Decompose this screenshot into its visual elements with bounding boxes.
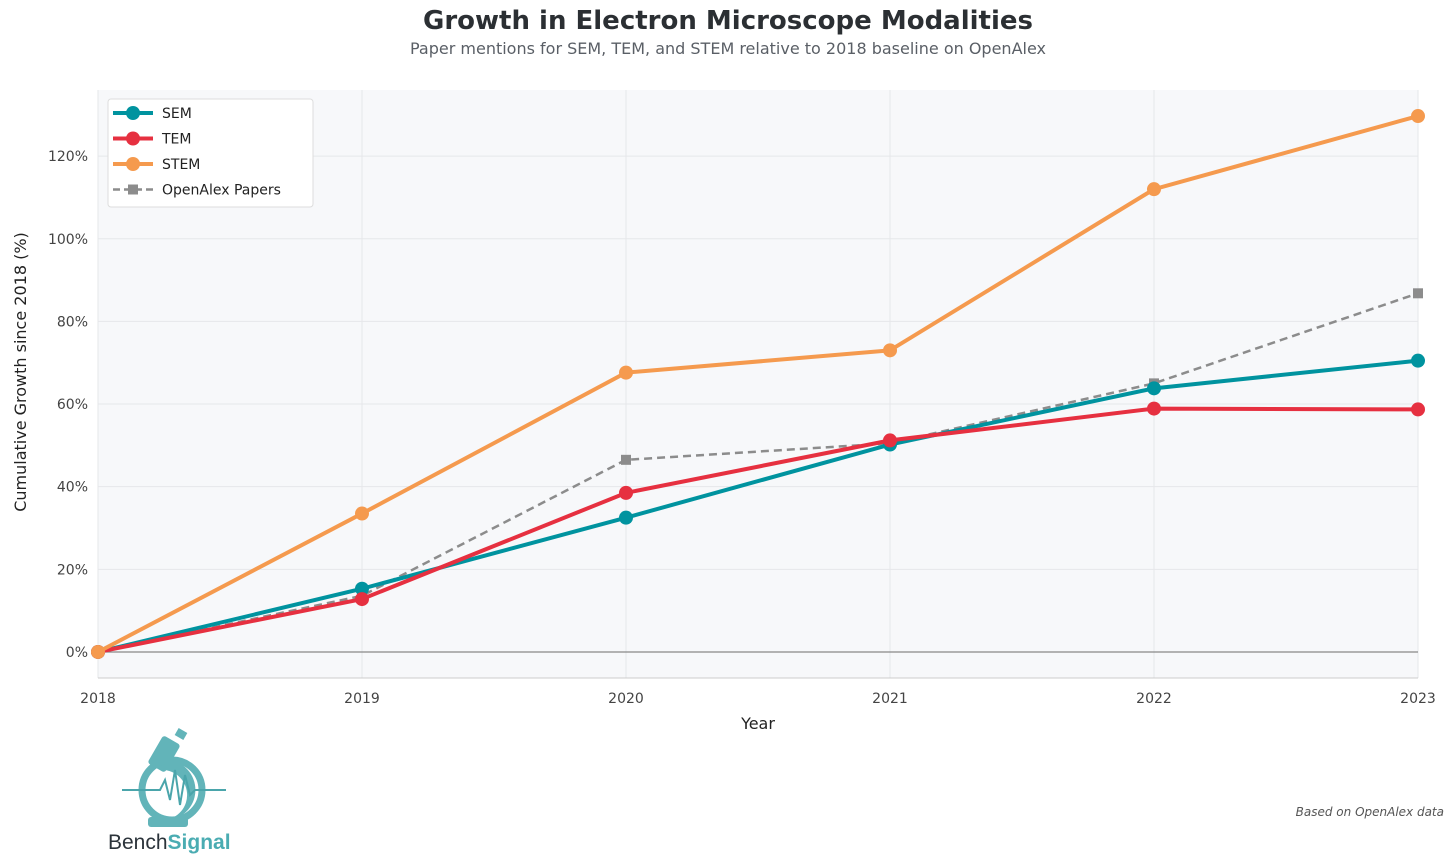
x-tick-label: 2020	[608, 691, 644, 707]
series-line-openalex-papers	[97, 292, 1419, 654]
x-axis-label: Year	[740, 714, 775, 733]
data-point	[621, 454, 631, 465]
y-tick-label: 80%	[57, 314, 88, 330]
x-tick-label: 2019	[344, 691, 380, 707]
logo-text-bench: Bench	[108, 831, 168, 854]
legend-label: STEM	[162, 157, 200, 173]
data-point	[355, 592, 369, 607]
legend-label: SEM	[162, 106, 192, 122]
chart-title: Growth in Electron Microscope Modalities	[423, 6, 1033, 36]
data-point	[1411, 402, 1425, 417]
y-tick-label: 60%	[57, 397, 88, 413]
data-point	[355, 581, 369, 596]
chart-subtitle: Paper mentions for SEM, TEM, and STEM re…	[409, 39, 1046, 58]
data-point	[619, 365, 633, 380]
data-point	[619, 485, 633, 500]
data-point	[1413, 288, 1423, 299]
y-tick-label: 100%	[48, 232, 88, 248]
y-tick-label: 40%	[57, 480, 88, 496]
legend-marker	[128, 184, 138, 195]
data-credit: Based on OpenAlex data	[1295, 805, 1444, 819]
data-point	[1411, 353, 1425, 368]
data-point	[1147, 401, 1161, 416]
y-tick-label: 0%	[66, 645, 88, 661]
legend-marker	[126, 157, 140, 171]
y-tick-label: 120%	[48, 149, 88, 165]
logo-wordmark: BenchSignal	[108, 831, 231, 855]
legend	[107, 98, 314, 208]
data-point	[619, 510, 633, 525]
series-line-tem	[97, 406, 1419, 654]
data-point	[91, 644, 105, 659]
logo-text-signal: Signal	[167, 831, 231, 854]
legend-marker	[126, 106, 140, 120]
x-tick-label: 2022	[1136, 691, 1172, 707]
legend-label: TEM	[161, 132, 191, 148]
y-tick-label: 20%	[57, 562, 88, 578]
data-point	[1411, 109, 1425, 124]
x-tick-label: 2018	[80, 691, 116, 707]
x-tick-label: 2023	[1400, 691, 1436, 707]
data-point	[883, 343, 897, 358]
data-point	[1147, 381, 1161, 396]
series-line-stem	[97, 114, 1419, 654]
y-axis-label: Cumulative Growth since 2018 (%)	[11, 232, 30, 512]
x-tick-label: 2021	[872, 691, 908, 707]
legend-label: OpenAlex Papers	[162, 183, 281, 199]
legend-marker	[126, 131, 140, 146]
data-point	[1147, 182, 1161, 197]
series-line-sem	[97, 358, 1419, 654]
data-point	[883, 433, 897, 448]
data-point	[355, 506, 369, 521]
